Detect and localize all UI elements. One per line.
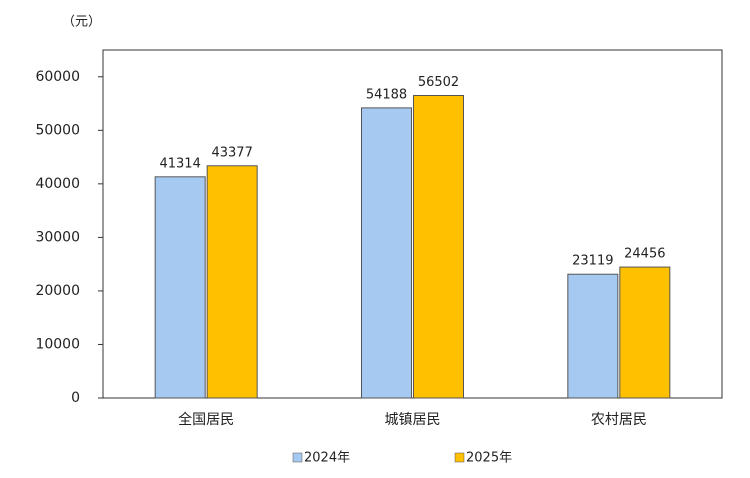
x-tick-label: 全国居民 bbox=[178, 411, 234, 428]
value-label: 56502 bbox=[418, 75, 459, 90]
plot-frame bbox=[102, 49, 723, 399]
bar bbox=[206, 165, 258, 399]
y-tick-label: 10000 bbox=[35, 336, 80, 352]
value-label: 41314 bbox=[159, 156, 200, 171]
value-label: 23119 bbox=[572, 254, 613, 269]
bar bbox=[154, 176, 206, 399]
y-tick-label: 60000 bbox=[35, 69, 80, 85]
value-label: 43377 bbox=[211, 145, 252, 160]
legend-label: 2024年 bbox=[304, 451, 350, 466]
bar bbox=[413, 94, 464, 399]
y-tick-label: 40000 bbox=[35, 176, 80, 192]
bar bbox=[619, 266, 671, 399]
legend-swatch bbox=[454, 452, 465, 463]
y-unit: （元） bbox=[62, 15, 101, 30]
bar bbox=[361, 107, 412, 399]
y-tick-label: 20000 bbox=[35, 283, 80, 299]
y-tick-label: 30000 bbox=[35, 229, 80, 245]
x-tick-label: 农村居民 bbox=[591, 412, 647, 428]
bar bbox=[567, 273, 619, 399]
y-tick-label: 0 bbox=[71, 390, 80, 406]
legend-swatch bbox=[292, 452, 303, 463]
y-tick-label: 50000 bbox=[35, 122, 80, 138]
value-label: 24456 bbox=[624, 247, 665, 262]
legend-label: 2025年 bbox=[466, 451, 512, 466]
value-label: 54188 bbox=[366, 87, 407, 102]
x-tick-label: 城镇居民 bbox=[385, 412, 441, 428]
